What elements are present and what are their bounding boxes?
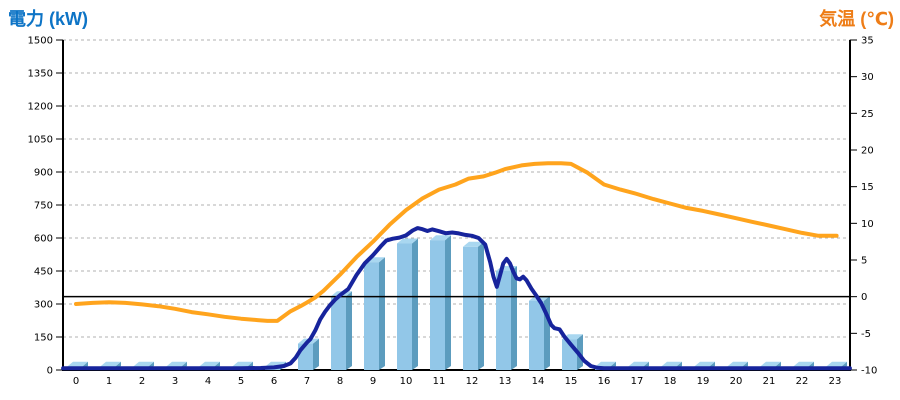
x-axis-tick-label: 21 — [763, 376, 776, 387]
x-axis-tick-label: 22 — [796, 376, 809, 387]
left-axis-tick-label: 450 — [34, 267, 53, 278]
left-axis-tick-label: 150 — [34, 333, 53, 344]
left-axis-tick-label: 750 — [34, 201, 53, 212]
left-axis-tick-label: 900 — [34, 168, 53, 179]
left-axis-tick-label: 1050 — [28, 135, 53, 146]
right-axis-tick-label: 10 — [861, 219, 874, 230]
x-axis-tick-label: 0 — [73, 376, 79, 387]
bar-side-face — [478, 241, 484, 370]
x-axis-tick-label: 9 — [370, 376, 376, 387]
x-axis-tick-label: 6 — [271, 376, 277, 387]
left-axis-tick-label: 1350 — [28, 69, 53, 80]
bar-top-face — [628, 361, 649, 367]
bar-top-face — [133, 361, 154, 367]
bar-side-face — [511, 266, 517, 370]
bar-front-face — [331, 296, 346, 370]
bar-top-face — [232, 361, 253, 367]
right-axis-tick-label: 5 — [861, 256, 867, 267]
x-axis-tick-label: 13 — [499, 376, 512, 387]
x-axis-tick-label: 18 — [664, 376, 677, 387]
right-axis-tick-label: 25 — [861, 109, 874, 120]
power-line-path — [61, 226, 852, 371]
right-axis-tick-label: 20 — [861, 146, 874, 157]
bar-front-face — [529, 300, 544, 370]
bar-top-face — [430, 235, 451, 241]
right-axis-tick-label: -10 — [861, 366, 877, 377]
bar-top-face — [166, 361, 187, 367]
x-axis-tick-label: 20 — [730, 376, 743, 387]
right-axis-tick-label: 0 — [861, 292, 867, 303]
bar-front-face — [463, 246, 478, 370]
left-axis-tick-label: 600 — [34, 234, 53, 245]
left-axis-tick-label: 1200 — [28, 102, 53, 113]
bar-side-face — [346, 291, 352, 370]
x-axis-tick-label: 23 — [829, 376, 842, 387]
x-axis-tick-label: 17 — [631, 376, 644, 387]
x-axis-tick-label: 8 — [337, 376, 343, 387]
right-axis-tick-label: 35 — [861, 36, 874, 47]
temperature-line-path — [74, 161, 839, 323]
x-axis-tick-label: 11 — [433, 376, 446, 387]
bar-top-face — [727, 361, 748, 367]
x-axis-tick-label: 7 — [304, 376, 310, 387]
x-axis-tick-label: 4 — [205, 376, 211, 387]
right-axis-title: 気温 (℃) — [819, 9, 894, 29]
bar-side-face — [379, 257, 385, 370]
axes: 01503004506007509001050120013501500-10-5… — [28, 36, 878, 388]
bar-front-face — [364, 262, 379, 370]
bar-front-face — [430, 240, 445, 370]
x-axis-tick-label: 16 — [598, 376, 611, 387]
left-axis-tick-label: 0 — [47, 366, 53, 377]
bar-top-face — [595, 361, 616, 367]
left-axis-tick-label: 1500 — [28, 36, 53, 47]
right-axis-tick-label: -5 — [861, 329, 871, 340]
bar-side-face — [313, 338, 319, 370]
bar-top-face — [661, 361, 682, 367]
left-axis-tick-label: 300 — [34, 300, 53, 311]
bar-top-face — [397, 238, 418, 244]
temperature-line — [74, 161, 839, 323]
bar-top-face — [100, 361, 121, 367]
x-axis-tick-label: 5 — [238, 376, 244, 387]
bar-top-face — [826, 361, 847, 367]
x-axis-tick-label: 1 — [106, 376, 112, 387]
bar-front-face — [397, 243, 412, 370]
x-axis-tick-label: 10 — [400, 376, 413, 387]
right-axis-tick-label: 15 — [861, 182, 874, 193]
x-axis-tick-label: 19 — [697, 376, 710, 387]
bar-top-face — [463, 241, 484, 247]
power-bars — [67, 235, 847, 370]
x-axis-tick-label: 3 — [172, 376, 178, 387]
bar-top-face — [694, 361, 715, 367]
bar-top-face — [760, 361, 781, 367]
x-axis-tick-label: 14 — [532, 376, 545, 387]
left-axis-title: 電力 (kW) — [8, 9, 88, 29]
x-axis-tick-label: 12 — [466, 376, 479, 387]
grid-lines — [63, 39, 850, 338]
x-axis-tick-label: 15 — [565, 376, 578, 387]
x-axis-tick-label: 2 — [139, 376, 145, 387]
right-axis-tick-label: 30 — [861, 72, 874, 83]
bar-top-face — [199, 361, 220, 367]
bar-front-face — [496, 271, 511, 370]
bar-side-face — [577, 334, 583, 370]
power-line — [61, 226, 852, 371]
bar-side-face — [412, 238, 418, 370]
bar-top-face — [67, 361, 88, 367]
bar-top-face — [793, 361, 814, 367]
bar-side-face — [445, 235, 451, 370]
